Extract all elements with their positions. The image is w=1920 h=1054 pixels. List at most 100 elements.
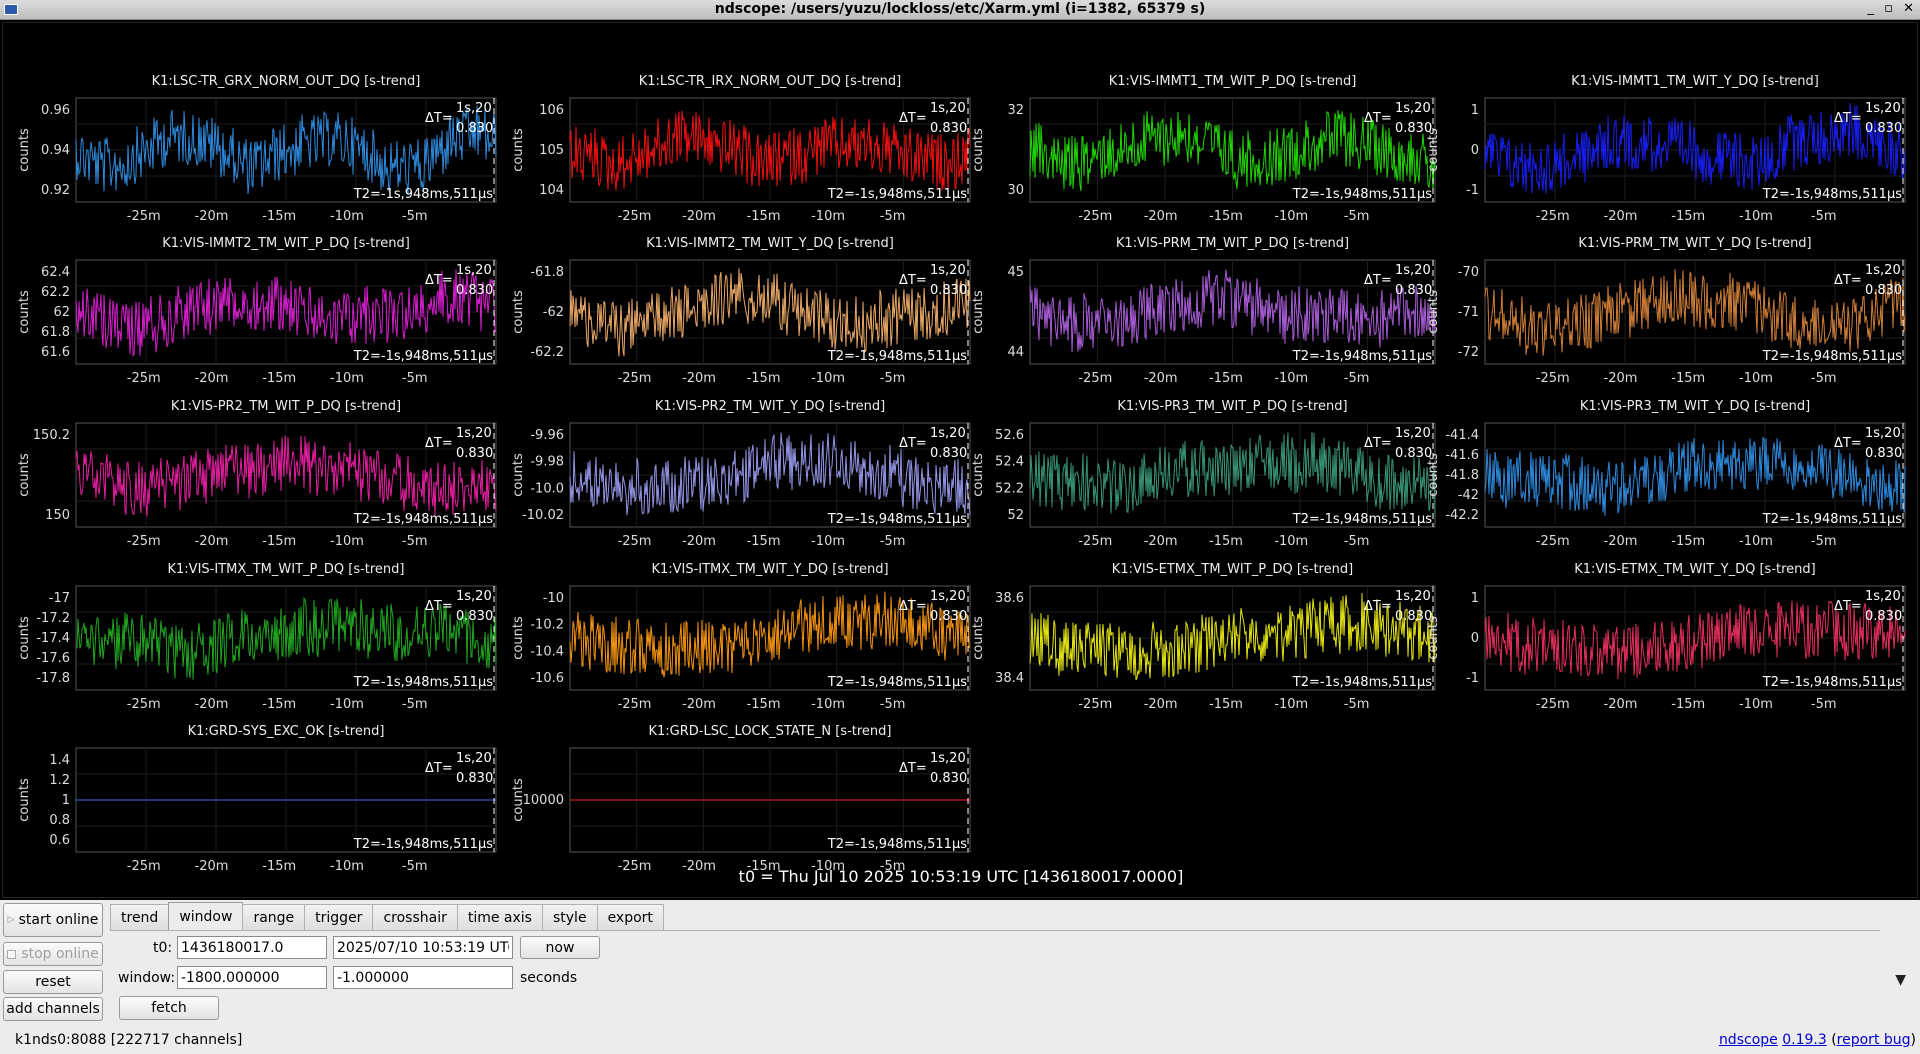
- t2-label: T2=-1s,948ms,511μs: [1292, 349, 1432, 364]
- signal-trace: [569, 432, 971, 516]
- t0-utc-input[interactable]: [333, 936, 513, 959]
- delta-t-label: ΔT=: [899, 599, 927, 614]
- ndscope-link[interactable]: ndscope: [1718, 1032, 1778, 1048]
- t0-field-label: t0:: [153, 940, 173, 956]
- x-tick-label: -25m: [1536, 534, 1570, 549]
- y-tick-label: -10.02: [522, 508, 564, 523]
- signal-trace: [75, 105, 497, 196]
- x-tick-label: -25m: [127, 534, 161, 549]
- plot-panel[interactable]: K1:VIS-ETMX_TM_WIT_P_DQ [s-trend] counts 3…: [971, 562, 1436, 712]
- y-tick-label: 0.8: [49, 813, 70, 828]
- tab-range[interactable]: range: [242, 904, 306, 930]
- plot-panel[interactable]: K1:GRD-LSC_LOCK_STATE_N [s-trend]counts1…: [511, 724, 971, 874]
- tab-export[interactable]: export: [596, 904, 664, 930]
- y-tick-label: 1.2: [49, 773, 70, 788]
- report-bug-link[interactable]: report bug: [1836, 1032, 1911, 1048]
- y-tick-label: 104: [539, 183, 564, 198]
- tab-style[interactable]: style: [541, 904, 598, 930]
- t0-gps-input[interactable]: [177, 936, 327, 959]
- y-axis-label: counts: [1426, 453, 1441, 497]
- x-tick-label: -10m: [1274, 209, 1308, 224]
- window-end-input[interactable]: [333, 966, 513, 989]
- y-tick-label: 0.94: [41, 143, 70, 158]
- plot-panel[interactable]: K1:VIS-IMMT2_TM_WIT_P_DQ [s-trend] counts…: [17, 236, 497, 386]
- plot-title: K1:VIS-PR2_TM_WIT_P_DQ [s-trend]: [171, 399, 401, 414]
- x-tick-label: -25m: [127, 859, 161, 874]
- reset-button[interactable]: reset: [3, 970, 103, 994]
- tab-trigger[interactable]: trigger: [304, 904, 374, 930]
- add-channels-button[interactable]: add channels: [3, 997, 103, 1021]
- y-tick-label: -17.2: [36, 611, 70, 626]
- minimize-icon[interactable]: _: [1867, 1, 1875, 16]
- maximize-icon[interactable]: ▫: [1884, 1, 1893, 16]
- stop-online-button[interactable]: stop online: [3, 942, 103, 966]
- y-axis-label: counts: [1426, 616, 1441, 660]
- version-link[interactable]: 0.19.3: [1782, 1032, 1827, 1048]
- y-tick-label: 1.4: [49, 753, 70, 768]
- plot-title: K1:GRD-LSC_LOCK_STATE_N [s-trend]: [648, 724, 891, 739]
- chevron-down-icon[interactable]: ▼: [1895, 972, 1906, 988]
- delta-t-label: ΔT=: [1364, 599, 1392, 614]
- y-tick-label: 62: [53, 305, 70, 320]
- y-tick-label: -61.8: [530, 265, 564, 280]
- delta-t-value: 0.830: [456, 283, 493, 298]
- now-button[interactable]: now: [520, 936, 600, 959]
- delta-t-value: 0.830: [1395, 446, 1432, 461]
- delta-t-label: ΔT=: [425, 436, 453, 451]
- plot-panel[interactable]: K1:VIS-IMMT2_TM_WIT_Y_DQ [s-trend] counts…: [511, 236, 971, 386]
- x-tick-label: -25m: [618, 859, 652, 874]
- window-titlebar[interactable]: ndscope: /users/yuzu/lockloss/etc/Xarm.y…: [0, 0, 1920, 20]
- tab-window[interactable]: window: [168, 902, 244, 930]
- window-start-input[interactable]: [177, 966, 327, 989]
- plot-panel[interactable]: K1:GRD-SYS_EXC_OK [s-trend] counts 1.4 1.2 1…: [17, 724, 497, 874]
- y-tick-label: -17.8: [36, 671, 70, 686]
- delta-t-label: ΔT=: [425, 111, 453, 126]
- x-tick-label: -10m: [1739, 371, 1773, 386]
- signal-trace: [1029, 432, 1436, 516]
- play-icon: ▷: [7, 915, 15, 925]
- t2-label: T2=-1s,948ms,511μs: [353, 675, 493, 690]
- plot-title: K1:VIS-PR3_TM_WIT_P_DQ [s-trend]: [1117, 399, 1347, 414]
- plot-grid[interactable]: K1:LSC-TR_GRX_NORM_OUT_DQ [s-trend] count…: [3, 23, 1919, 899]
- y-tick-label: 52.4: [995, 455, 1024, 470]
- x-tick-label: -15m: [747, 697, 781, 712]
- plot-title: K1:VIS-PR2_TM_WIT_Y_DQ [s-trend]: [655, 399, 885, 414]
- close-icon[interactable]: ✕: [1903, 1, 1914, 16]
- x-tick-label: -20m: [1604, 697, 1638, 712]
- tab-time-axis[interactable]: time axis: [456, 904, 543, 930]
- plot-panel[interactable]: K1:VIS-IMMT1_TM_WIT_Y_DQ [s-trend] counts…: [1426, 74, 1906, 224]
- delta-t-value: 0.830: [456, 121, 493, 136]
- x-tick-label: -5m: [1344, 697, 1370, 712]
- plot-panel[interactable]: K1:VIS-ITMX_TM_WIT_P_DQ [s-trend]counts-…: [17, 562, 497, 712]
- delta-t-value: 1s,20: [1395, 101, 1431, 116]
- y-axis-label: counts: [17, 616, 32, 660]
- y-axis-label: counts: [511, 290, 526, 334]
- y-tick-label: 1: [1471, 591, 1479, 606]
- plot-panel[interactable]: K1:VIS-PR2_TM_WIT_P_DQ [s-trend]counts15…: [17, 399, 497, 549]
- delta-t-value: 0.830: [456, 446, 493, 461]
- x-tick-label: -20m: [1144, 209, 1178, 224]
- x-tick-label: -20m: [682, 534, 716, 549]
- plot-panel[interactable]: K1:VIS-PRM_TM_WIT_Y_DQ [s-trend] counts -7…: [1426, 236, 1906, 386]
- y-tick-label: 38.4: [995, 671, 1024, 686]
- t2-label: T2=-1s,948ms,511μs: [1292, 512, 1432, 527]
- plot-panel[interactable]: K1:VIS-ITMX_TM_WIT_Y_DQ [s-trend]counts-…: [511, 562, 971, 712]
- x-tick-label: -15m: [747, 209, 781, 224]
- x-tick-label: -20m: [195, 371, 229, 386]
- plot-panel[interactable]: K1:VIS-ETMX_TM_WIT_Y_DQ [s-trend] counts 1…: [1426, 562, 1906, 712]
- delta-t-value: 1s,20: [1865, 426, 1901, 441]
- y-tick-label: -10.2: [530, 618, 564, 633]
- plot-panel[interactable]: K1:LSC-TR_IRX_NORM_OUT_DQ [s-trend] count…: [511, 74, 971, 224]
- plot-panel[interactable]: K1:VIS-IMMT1_TM_WIT_P_DQ [s-trend] counts…: [971, 74, 1436, 224]
- plot-panel[interactable]: K1:VIS-PR3_TM_WIT_Y_DQ [s-trend] counts -4…: [1426, 399, 1906, 549]
- plot-panel[interactable]: K1:VIS-PR2_TM_WIT_Y_DQ [s-trend] counts -9…: [511, 399, 971, 549]
- start-online-button[interactable]: ▷ start online: [3, 903, 103, 937]
- tab-crosshair[interactable]: crosshair: [372, 904, 458, 930]
- plot-panel[interactable]: K1:LSC-TR_GRX_NORM_OUT_DQ [s-trend] count…: [17, 74, 497, 224]
- plot-area[interactable]: K1:LSC-TR_GRX_NORM_OUT_DQ [s-trend] count…: [2, 22, 1918, 898]
- plot-panel[interactable]: K1:VIS-PRM_TM_WIT_P_DQ [s-trend] counts 45…: [971, 236, 1436, 386]
- tab-trend[interactable]: trend: [110, 904, 170, 930]
- plot-panel[interactable]: K1:VIS-PR3_TM_WIT_P_DQ [s-trend] counts 52…: [971, 399, 1436, 549]
- y-axis-label: counts: [17, 290, 32, 334]
- fetch-button[interactable]: fetch: [119, 996, 219, 1020]
